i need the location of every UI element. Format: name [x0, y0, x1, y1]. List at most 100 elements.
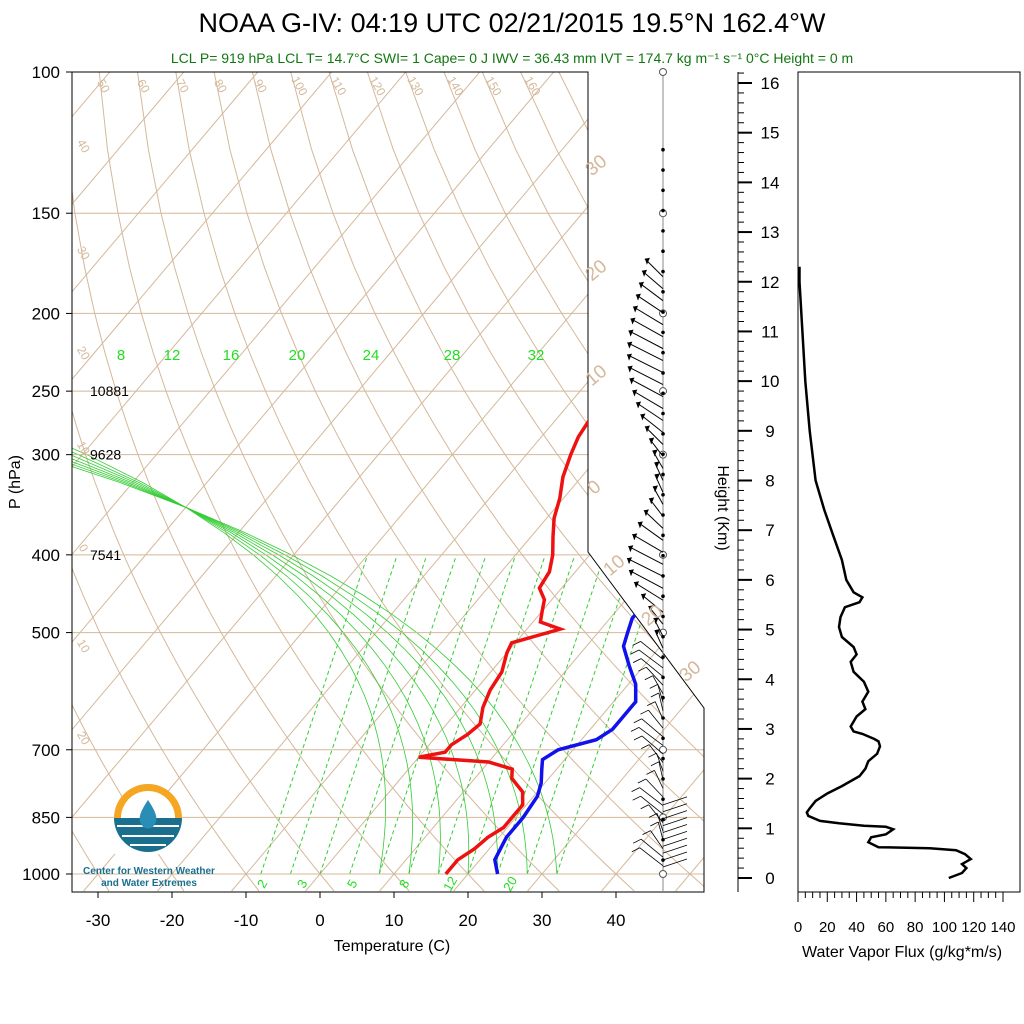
wind-barb-feather [648, 813, 658, 818]
height-tick-label: 1 [765, 819, 774, 838]
flux-tick-label: 140 [990, 919, 1015, 936]
isotherm-line [527, 72, 704, 892]
height-tick-label: 7 [765, 521, 774, 540]
wind-barb [637, 521, 664, 541]
isotherm-label: 140 [444, 74, 466, 99]
dry-adiabat-line [366, 72, 704, 892]
wind-barb-flag [653, 617, 659, 625]
dry-adiabat-line [405, 72, 704, 892]
flux-tick-label: 40 [848, 919, 865, 936]
height-tick-label: 4 [765, 670, 774, 689]
wind-barb-flag [654, 473, 660, 481]
height-tick-label: 2 [765, 770, 774, 789]
height-tick-label: 15 [761, 124, 780, 143]
wind-barb [646, 666, 664, 686]
mixing-ratio-top-label: 24 [363, 347, 380, 364]
wind-barb [662, 844, 688, 854]
mixing-ratio-top-label: 16 [223, 347, 240, 364]
moist-adiabat-line [72, 313, 499, 875]
moist-adiabat-line [72, 313, 441, 875]
water-vapor-flux-line [798, 266, 973, 880]
wind-barb [657, 684, 664, 703]
height-tick-label: 16 [761, 74, 780, 93]
isotherm-label: 40 [74, 137, 93, 156]
wind-barb-flag [643, 509, 649, 517]
isotherm-label: 90 [251, 77, 270, 96]
wind-barb-dot [661, 269, 665, 274]
wind-barb-feather [633, 718, 642, 724]
wind-barb [638, 649, 664, 669]
dry-adiabat-line [175, 72, 635, 892]
wind-barb-feather [632, 658, 642, 663]
wind-barb-feather [632, 641, 641, 646]
height-tick-label: 11 [761, 322, 779, 341]
dry-adiabat-line [635, 72, 704, 892]
mixing-ratio-line [437, 554, 546, 875]
wind-barb [662, 810, 688, 820]
wind-barb [633, 581, 664, 601]
cw3e-logo [112, 784, 184, 854]
wind-barb-feather [631, 787, 640, 792]
wind-barb-flag [630, 317, 636, 325]
isotherm-labels: 50 60 70 80 90 100 110 120 130 140 150 160403020100… [74, 74, 705, 748]
wind-barb [626, 354, 664, 374]
isotherm-label: 20 [74, 344, 93, 363]
wind-barb-dot [661, 350, 665, 355]
dry-adiabat-line [596, 72, 704, 892]
wind-barb [662, 803, 688, 813]
skewt-frame [71, 71, 705, 893]
mixing-ratio-top-label: 12 [164, 347, 181, 364]
wind-barb-flag [627, 557, 633, 565]
wind-barb-dot [661, 736, 665, 741]
height-label: 9628 [90, 447, 121, 463]
dry-adiabat-line [72, 72, 260, 892]
wind-barbs [626, 68, 688, 878]
isotherm-line [72, 72, 274, 892]
mixing-ratio-line [556, 554, 665, 875]
mixing-ratio-lines [72, 313, 665, 875]
wind-barb-flag [634, 581, 640, 589]
mixing-ratio-top-label: 32 [528, 347, 545, 364]
wind-barb-dot [661, 492, 665, 497]
wind-barb-dot [661, 411, 665, 416]
height-tick-label: 12 [761, 273, 780, 292]
isotherm-label: 80 [211, 77, 230, 96]
wind-barb-feather [640, 709, 649, 715]
wind-barb [628, 569, 664, 589]
height-tick-label: 5 [765, 621, 774, 640]
isotherm-label: 50 [94, 77, 113, 96]
wind-barb [641, 270, 664, 290]
mixing-ratio-bottom-label: 20 [500, 874, 520, 894]
pressure-tick-label: 400 [32, 546, 60, 565]
wind-barb [632, 390, 664, 409]
wind-barb-dot [661, 858, 665, 862]
mixing-ratio-line [497, 554, 605, 875]
wind-barb-dot [661, 614, 665, 619]
wind-barb-flag [628, 569, 634, 577]
isotherm-line [72, 72, 348, 892]
wind-barb [629, 378, 664, 397]
wind-barb [641, 718, 664, 738]
pressure-tick-label: 700 [32, 741, 60, 760]
wind-barb-feather [649, 684, 658, 689]
isotherm-line [157, 72, 704, 892]
wind-barb [640, 658, 664, 677]
dry-adiabat-line [72, 72, 185, 892]
temperature-tick-label: 40 [607, 911, 626, 930]
wind-barb-flag [633, 305, 639, 313]
wind-barb-flag [654, 629, 660, 637]
wind-barb [626, 557, 664, 577]
logo-line-1: Center for Western Weather [83, 866, 215, 877]
isotherm-line [601, 72, 704, 892]
height-tick-label: 8 [765, 472, 774, 491]
wind-barb-flag [635, 293, 641, 301]
flux-tick-label: 100 [932, 919, 957, 936]
mixing-ratio-line [289, 554, 398, 875]
isotherm-label: 10 [74, 439, 93, 458]
isotherm-label: 160 [521, 74, 543, 99]
wind-barb-circle [659, 68, 667, 76]
isotherm-label: 30 [74, 244, 93, 263]
wind-barb-feather [633, 735, 643, 741]
wind-barb-flag [628, 329, 634, 337]
